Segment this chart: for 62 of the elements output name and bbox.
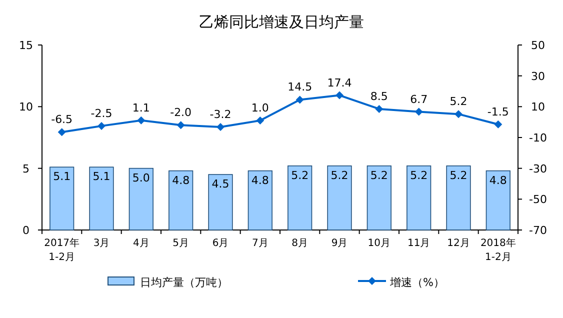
data-label: 5.2 (410, 168, 428, 182)
y2-tick-label: -70 (529, 224, 547, 237)
y-tick-label: 5 (22, 162, 30, 176)
data-label: -2.0 (170, 106, 192, 120)
data-label: 5.2 (291, 168, 309, 182)
point (494, 120, 502, 128)
x-tick-label: 11月 (407, 238, 430, 249)
point (98, 122, 106, 130)
point (454, 110, 462, 118)
data-label: 5.1 (92, 170, 110, 184)
x-tick-label: 2017年 1-2月 (44, 237, 80, 263)
data-label: 4.8 (251, 174, 269, 187)
data-label: 4.8 (172, 174, 190, 187)
x-tick-label: 4月 (132, 238, 150, 249)
point (336, 91, 344, 100)
data-label: 5.2 (330, 168, 348, 182)
point (137, 116, 146, 124)
x-tick-label: 5月 (172, 238, 190, 249)
data-label: -2.5 (90, 106, 112, 120)
y-tick-label: 15 (19, 39, 33, 52)
y2-tick-label: -10 (529, 132, 547, 144)
y2-tick-label: 10 (531, 100, 545, 114)
point (296, 96, 304, 104)
data-label: 5.1 (53, 170, 71, 184)
data-label: 14.5 (288, 80, 312, 94)
y-tick-label: 10 (19, 100, 33, 114)
y2-tick-label: -30 (529, 162, 547, 176)
data-label: 17.4 (327, 76, 352, 90)
data-label: 1.0 (251, 102, 269, 115)
data-label: 4.5 (212, 178, 230, 190)
point (256, 116, 264, 125)
point (375, 104, 384, 113)
x-tick-label: 3月 (93, 238, 110, 249)
legend-label: 日均产量（万吨） (140, 276, 228, 289)
y2-tick-label: -50 (529, 193, 547, 206)
data-label: 5.2 (370, 168, 388, 182)
data-label: -3.2 (210, 108, 232, 122)
data-label: -6.5 (51, 113, 73, 126)
x-tick-label: 6月 (212, 238, 229, 249)
point (58, 128, 66, 136)
x-tick-label: 12月 (447, 238, 470, 249)
data-label: 1.1 (132, 101, 150, 114)
x-tick-label: 2018年 1-2月 (480, 237, 516, 263)
legend-label: 增速（%） (389, 276, 444, 289)
data-label: 8.5 (370, 90, 388, 103)
data-label: 5.0 (132, 171, 150, 184)
y2-tick-label: 50 (531, 39, 545, 52)
x-tick-label: 8月 (292, 238, 308, 249)
point (216, 123, 224, 132)
y2-tick-label: 30 (531, 70, 545, 83)
x-tick-label: 9月 (331, 238, 348, 249)
data-label: 6.7 (410, 92, 428, 106)
point (414, 108, 423, 116)
data-label: 5.2 (450, 95, 468, 108)
point (176, 121, 185, 130)
data-label: -1.5 (487, 105, 509, 118)
y-tick-label: 0 (22, 224, 30, 237)
data-label: 4.8 (489, 174, 507, 187)
data-label: 5.2 (450, 168, 468, 182)
x-tick-label: 7月 (252, 238, 268, 249)
chart-title: 乙烯同比增速及日均产量 (199, 13, 364, 31)
x-tick-label: 10月 (368, 238, 391, 249)
